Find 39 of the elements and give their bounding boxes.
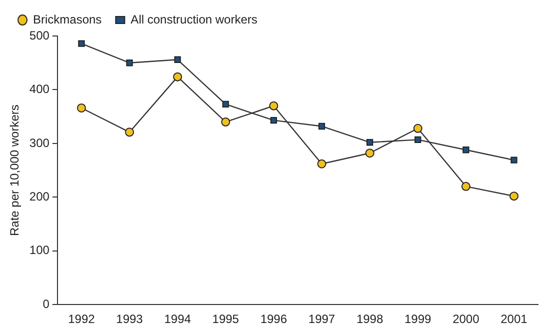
- point: [174, 56, 181, 63]
- point: [270, 117, 278, 124]
- point: [125, 128, 134, 137]
- point: [366, 139, 374, 146]
- x-tick-label: 1995: [212, 312, 240, 326]
- point: [317, 159, 326, 168]
- x-tick-label: 1996: [260, 312, 288, 326]
- point: [365, 148, 374, 158]
- y-tick-label: 300: [29, 136, 50, 150]
- legend-label: All construction workers: [130, 12, 258, 26]
- point: [222, 100, 229, 108]
- point: [221, 117, 230, 126]
- point: [509, 192, 518, 201]
- point: [78, 40, 85, 47]
- legend-label: Brickmasons: [33, 12, 102, 26]
- x-tick-label: 2001: [500, 312, 528, 326]
- x-tick-label: 1997: [308, 312, 336, 326]
- x-tick-label: 1998: [356, 312, 384, 326]
- y-tick-label: 200: [29, 189, 50, 204]
- point: [414, 136, 422, 144]
- point: [510, 156, 518, 164]
- y-tick-label: 500: [29, 28, 50, 42]
- point: [318, 122, 326, 130]
- y-tick-label: 400: [29, 82, 50, 96]
- y-axis-title: Rate per 10,000 workers: [8, 104, 22, 236]
- point: [269, 101, 278, 110]
- x-tick-label: 1992: [68, 312, 96, 326]
- point: [173, 72, 182, 82]
- point: [462, 146, 470, 154]
- x-tick-label: 1994: [164, 312, 192, 326]
- x-tick-label: 1993: [116, 312, 144, 326]
- y-tick-label: 100: [29, 243, 50, 258]
- point: [76, 103, 86, 112]
- y-tick-label: 0: [42, 296, 50, 311]
- x-tick-label: 2000: [452, 312, 480, 326]
- x-tick-label: 1999: [404, 312, 432, 326]
- point: [413, 124, 422, 133]
- point: [461, 182, 470, 191]
- point: [126, 60, 133, 66]
